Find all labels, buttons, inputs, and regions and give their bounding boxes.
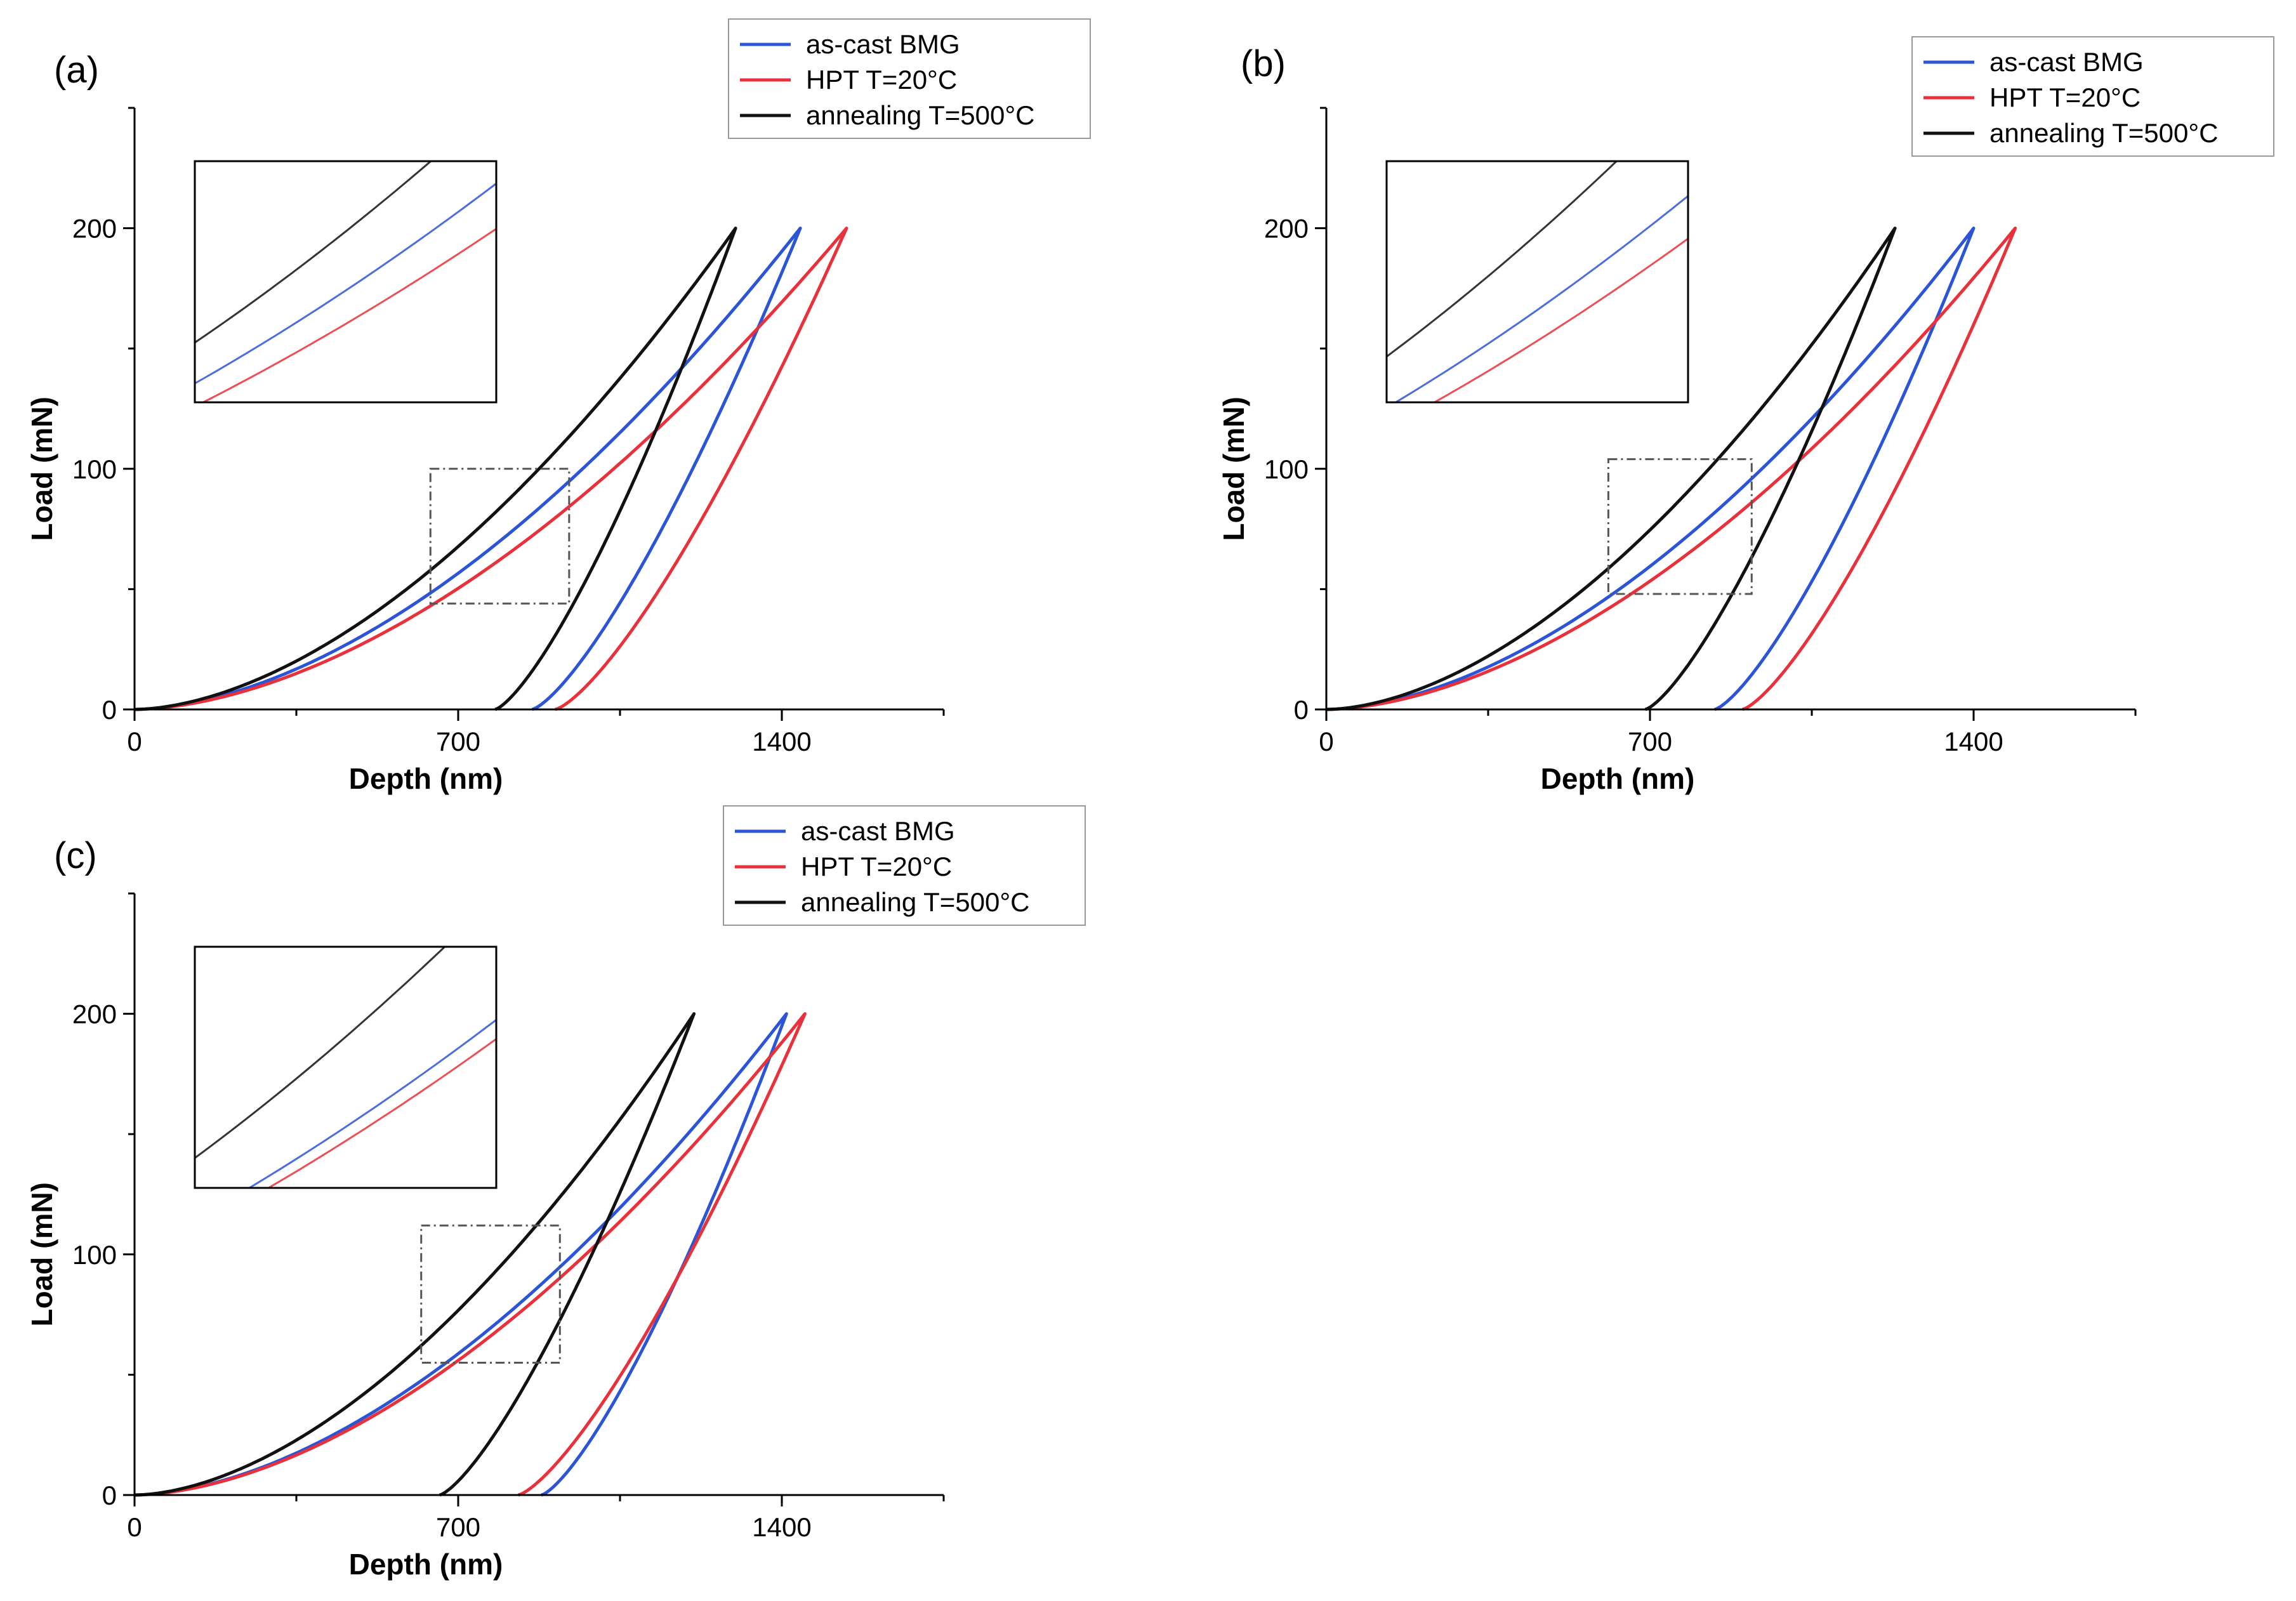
inset-line-hpt: [1432, 237, 1688, 402]
x-tick-label: 700: [436, 727, 480, 756]
inset-plot: [1387, 161, 1688, 402]
x-tick-label: 0: [127, 727, 142, 756]
x-tick-label: 700: [1628, 727, 1672, 756]
y-tick-label: 100: [1264, 454, 1309, 484]
zoom-region-box: [420, 1224, 561, 1364]
y-tick-label: 0: [102, 695, 117, 725]
chart-panel-3: 0 700 1400 0 100 200 Depth (nm) Load (mN) (c) as-…: [25, 805, 1086, 1581]
chart-panel-1: 0 700 1400 0 100 200 Depth (nm) Load (mN) (a) as-…: [25, 18, 1091, 795]
legend-label: as-cast BMG: [1989, 47, 2144, 77]
inset-plot: [195, 161, 496, 402]
inset-background: [195, 161, 496, 402]
inset-background: [195, 947, 496, 1188]
x-tick-label: 0: [1319, 727, 1333, 756]
x-axis-title: Depth (nm): [349, 762, 503, 795]
legend-label: HPT T=20°C: [801, 852, 952, 881]
zoom-region-box: [429, 468, 571, 605]
x-axis-title: Depth (nm): [349, 1548, 503, 1581]
y-tick-label: 100: [72, 454, 117, 484]
legend: as-cast BMG HPT T=20°C annealing T=500°C: [1911, 36, 2274, 157]
y-tick-label: 200: [1264, 214, 1309, 244]
chart-panel-2: 0 700 1400 0 100 200 Depth (nm) Load (mN) (b) as-…: [1217, 36, 2274, 795]
inset-frame: [194, 160, 498, 404]
legend-label: annealing T=500°C: [806, 100, 1034, 130]
legend-label: annealing T=500°C: [801, 887, 1029, 917]
series-line-hpt: [134, 1012, 807, 1497]
series-line-annealing: [1326, 227, 1897, 711]
inset-plot: [195, 947, 496, 1188]
series-line-annealing: [134, 1012, 696, 1497]
legend-label: as-cast BMG: [806, 29, 960, 59]
y-tick-label: 0: [102, 1480, 117, 1510]
legend-label: HPT T=20°C: [1989, 82, 2141, 112]
series-line-as-cast: [134, 227, 802, 711]
x-tick-label: 1400: [752, 1512, 811, 1542]
inset-frame: [194, 945, 498, 1189]
y-tick-label: 200: [72, 999, 117, 1029]
inset-frame: [1385, 160, 1689, 404]
zoom-region-box: [1607, 458, 1753, 595]
x-tick-label: 1400: [752, 727, 811, 756]
panel-label: (c): [54, 835, 97, 876]
panel-label: (a): [54, 49, 99, 91]
series-line-as-cast: [1326, 227, 1976, 711]
x-tick-label: 700: [436, 1512, 480, 1542]
legend-label: as-cast BMG: [801, 816, 955, 846]
inset-line-annealing: [195, 947, 447, 1159]
legend: as-cast BMG HPT T=20°C annealing T=500°C: [728, 18, 1091, 139]
inset-line-annealing: [1387, 161, 1618, 358]
y-axis-title: Load (mN): [1217, 397, 1250, 541]
x-tick-label: 0: [127, 1512, 142, 1542]
y-tick-label: 100: [72, 1240, 117, 1270]
x-axis-title: Depth (nm): [1541, 762, 1695, 795]
series-line-hpt: [1326, 227, 2017, 711]
inset-line-as-cast: [1394, 194, 1688, 402]
y-axis-title: Load (mN): [25, 397, 58, 541]
panel-label: (b): [1241, 43, 1286, 84]
inset-line-as-cast: [247, 1018, 496, 1188]
legend-label: HPT T=20°C: [806, 65, 957, 95]
y-tick-label: 200: [72, 214, 117, 244]
y-tick-label: 0: [1294, 695, 1309, 725]
series-line-hpt: [134, 227, 848, 711]
inset-background: [1387, 161, 1688, 402]
series-line-annealing: [134, 227, 737, 711]
inset-line-hpt: [201, 227, 496, 402]
inset-line-as-cast: [195, 182, 496, 385]
inset-line-annealing: [195, 161, 433, 344]
y-axis-title: Load (mN): [25, 1182, 58, 1326]
inset-line-hpt: [267, 1038, 496, 1188]
x-tick-label: 1400: [1944, 727, 2003, 756]
legend-label: annealing T=500°C: [1989, 118, 2218, 148]
series-line-as-cast: [134, 1012, 788, 1497]
legend: as-cast BMG HPT T=20°C annealing T=500°C: [723, 805, 1086, 926]
